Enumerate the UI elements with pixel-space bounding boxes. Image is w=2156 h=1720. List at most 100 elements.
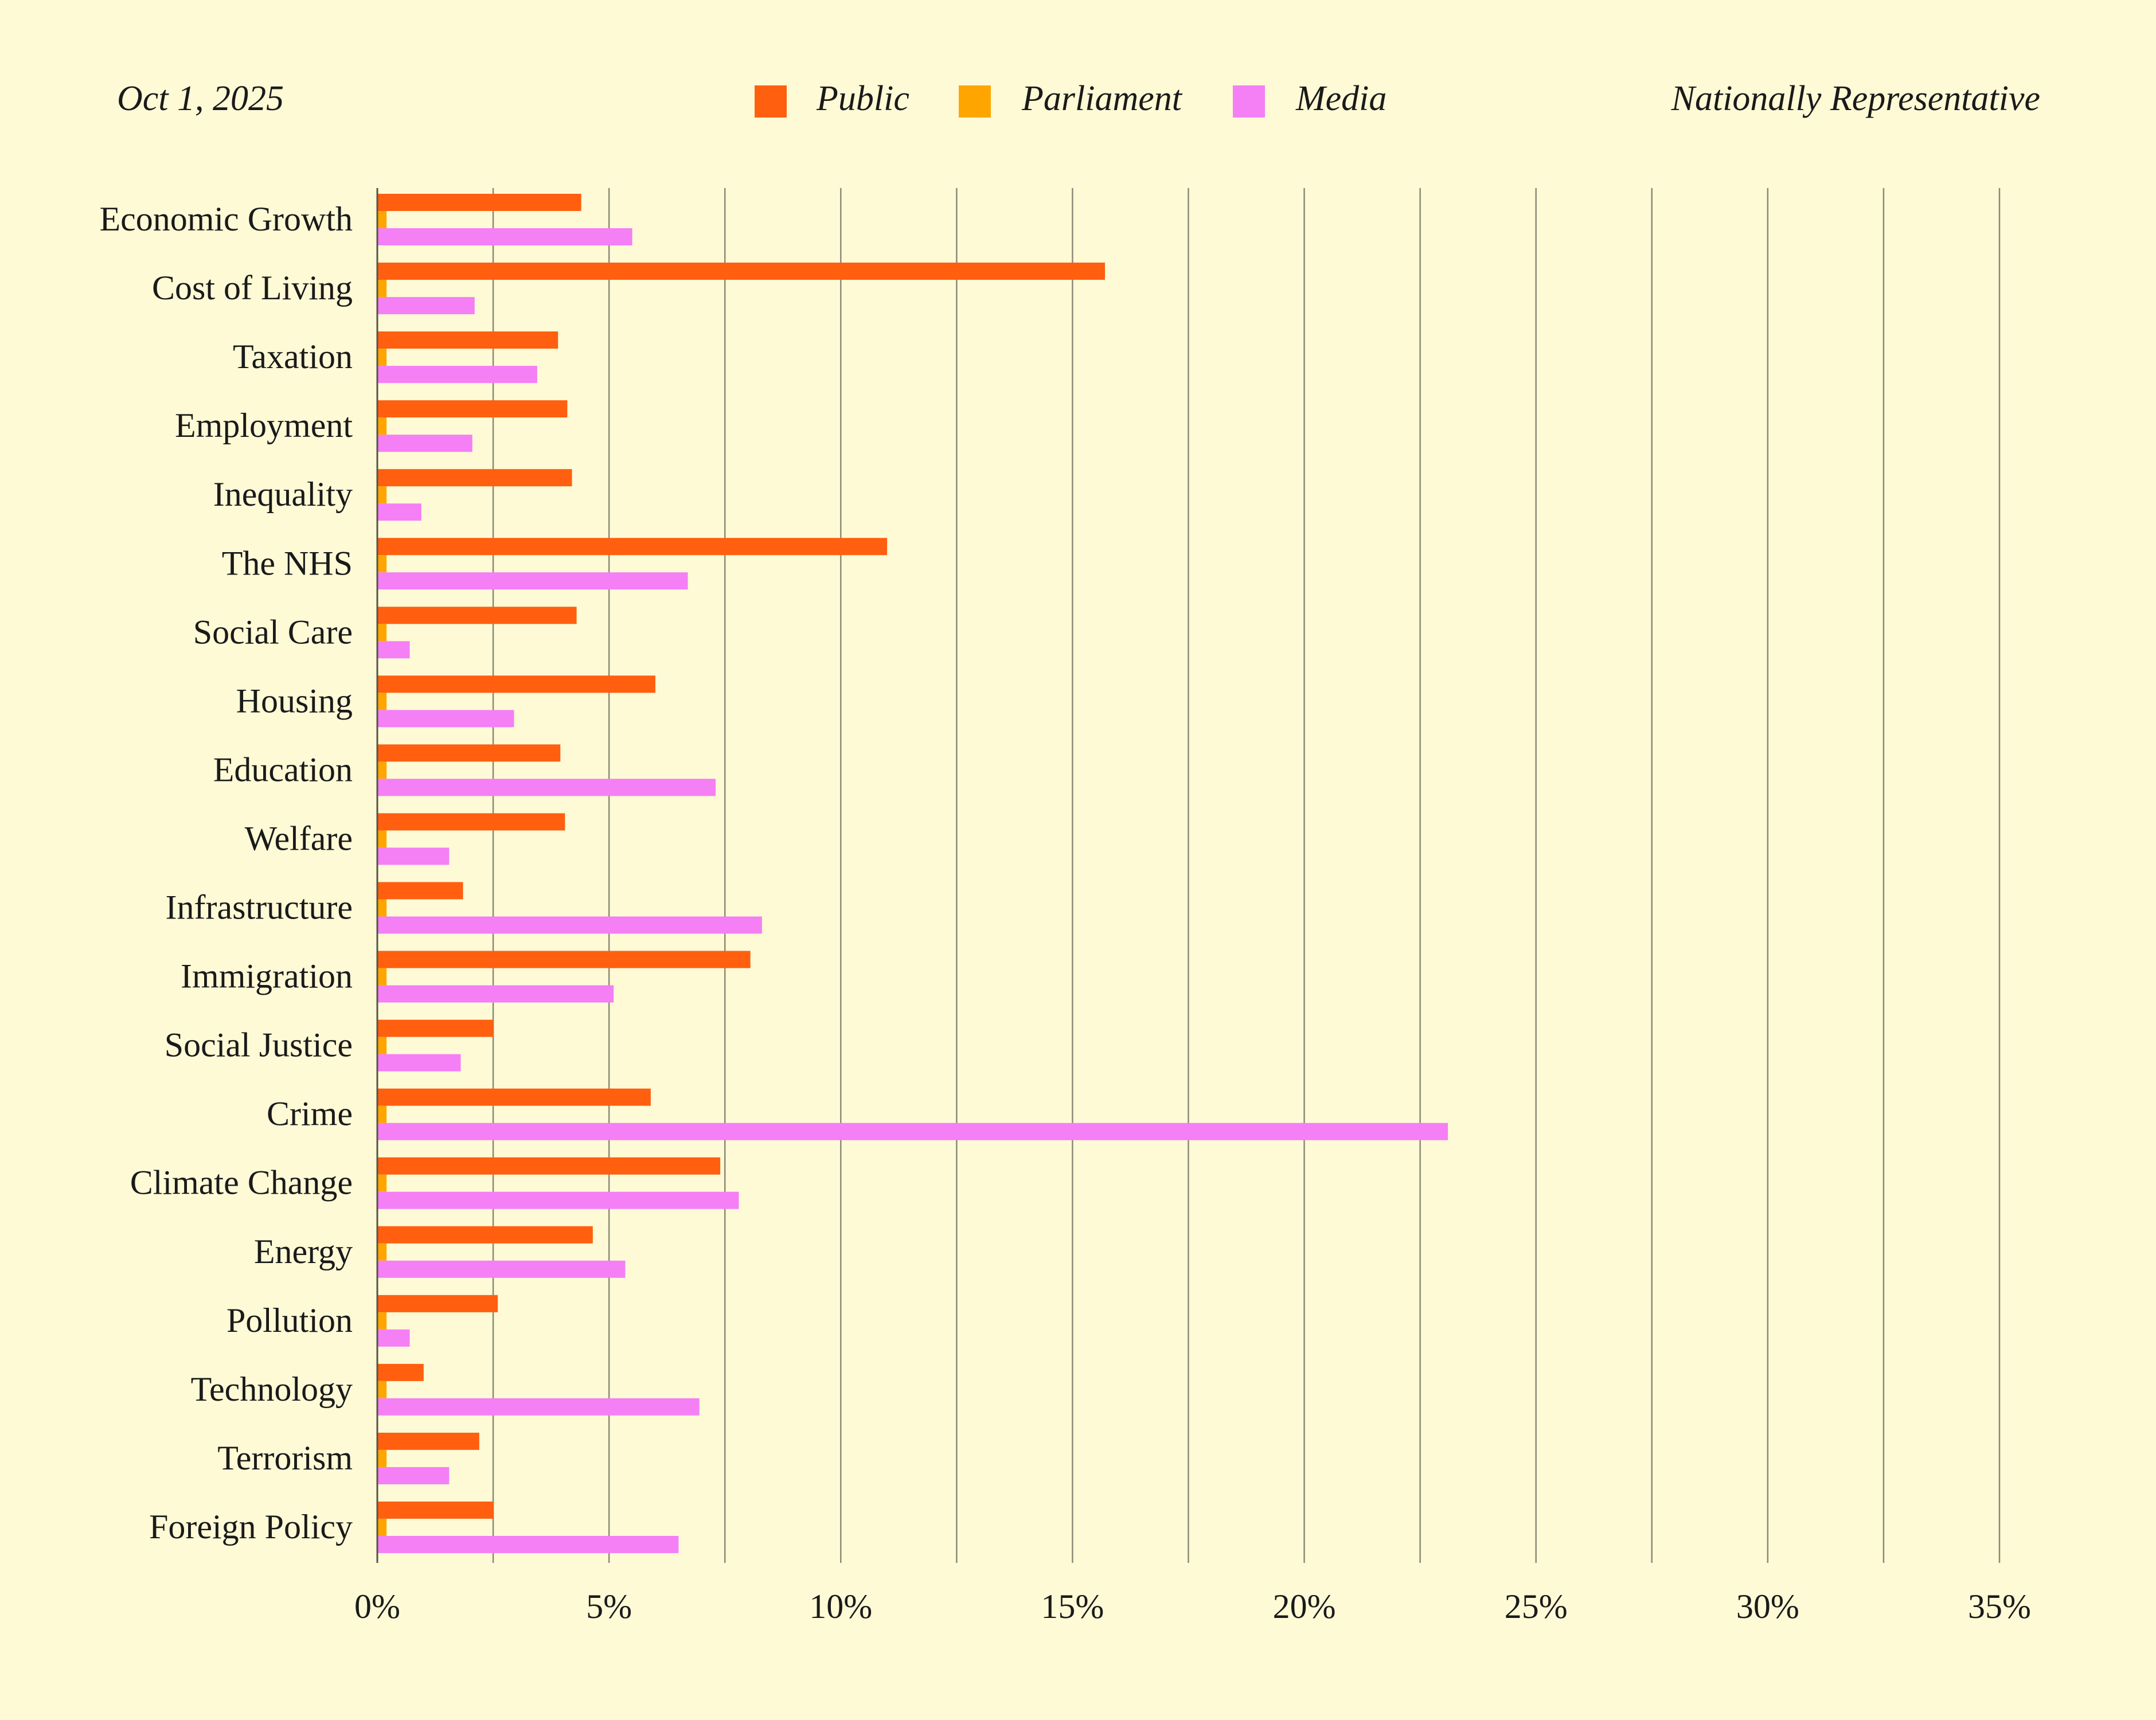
category-label: Welfare [245,819,353,857]
x-tick-label: 10% [809,1588,872,1625]
bar-public [377,1019,494,1037]
bar-public [377,607,577,624]
bar-public [377,882,463,900]
bar-public [377,1295,498,1312]
bar-parliament [377,1105,387,1123]
legend-label-parliament: Parliament [1021,79,1183,118]
bars [377,194,1448,1553]
bar-media [377,503,421,521]
bar-media [377,297,475,315]
bar-public [377,538,888,556]
sample-label: Nationally Representative [1671,79,2040,118]
bar-public [377,1226,593,1244]
bar-parliament [377,761,387,779]
bar-public [377,263,1106,280]
bar-media [377,228,632,245]
category-label: The NHS [222,544,353,582]
bar-parliament [377,1037,387,1054]
bar-public [377,331,558,349]
x-tick-label: 35% [1968,1588,2031,1625]
bar-parliament [377,417,387,435]
bar-parliament [377,968,387,986]
bar-public [377,744,561,762]
bar-parliament [377,349,387,366]
category-label: Social Justice [165,1026,353,1064]
bar-media [377,779,716,796]
bar-media [377,641,410,659]
x-tick-labels: 0% 5% 10% 15% 20% 25% 30% 35% [354,1588,2031,1625]
legend: Public Parliament Media [755,79,1386,118]
bar-public [377,400,568,418]
bar-public [377,194,581,211]
category-label: Housing [236,682,353,720]
bar-parliament [377,1449,387,1467]
bar-media [377,572,688,590]
bar-media [377,1260,626,1278]
bar-parliament [377,899,387,917]
bar-public [377,1432,479,1450]
bar-media [377,1329,410,1347]
bar-public [377,675,655,693]
bar-media [377,1467,450,1484]
bar-media [377,1398,700,1416]
legend-label-public: Public [816,79,909,118]
bar-public [377,1157,721,1175]
category-label: Terrorism [217,1439,353,1477]
bar-parliament [377,1312,387,1330]
category-label: Cost of Living [152,269,353,307]
legend-label-media: Media [1295,79,1386,118]
category-label: Economic Growth [99,200,353,238]
bar-parliament [377,693,387,710]
bar-parliament [377,280,387,298]
bar-parliament [377,1518,387,1536]
category-label: Infrastructure [166,889,353,927]
legend-swatch-media [1233,85,1265,118]
bar-parliament [377,1381,387,1398]
bar-parliament [377,486,387,504]
x-tick-label: 5% [586,1588,632,1625]
x-tick-label: 15% [1041,1588,1104,1625]
x-tick-label: 20% [1273,1588,1336,1625]
category-label: Employment [175,406,353,444]
bar-media [377,916,762,934]
x-tick-label: 30% [1736,1588,1799,1625]
bar-public [377,469,572,487]
bar-media [377,1191,739,1209]
legend-swatch-public [755,85,787,118]
category-label: Foreign Policy [149,1508,353,1546]
bar-media [377,710,514,728]
bar-public [377,1088,651,1106]
x-tick-label: 25% [1505,1588,1568,1625]
bar-media [377,1054,461,1072]
category-label: Crime [267,1095,353,1133]
legend-swatch-parliament [959,85,991,118]
category-label: Inequality [213,475,353,513]
bar-media [377,847,450,865]
category-label: Technology [191,1370,353,1408]
bar-parliament [377,830,387,848]
category-label: Social Care [193,613,353,651]
category-label: Education [213,750,353,788]
date-label: Oct 1, 2025 [117,79,284,118]
bar-public [377,1501,494,1519]
bar-public [377,813,565,831]
bar-media [377,366,537,384]
category-label: Climate Change [130,1164,353,1202]
x-tick-label: 0% [354,1588,400,1625]
category-label: Energy [254,1233,353,1271]
bar-parliament [377,555,387,573]
bar-parliament [377,1243,387,1261]
bar-media [377,985,614,1003]
category-labels: Economic Growth Cost of Living Taxation Emp… [99,200,353,1546]
bar-parliament [377,211,387,228]
category-label: Pollution [226,1301,353,1339]
bar-media [377,435,472,452]
bar-parliament [377,624,387,642]
category-label: Immigration [181,957,353,995]
gridlines [492,188,2001,1563]
bar-media [377,1535,679,1553]
bar-media [377,1123,1448,1140]
bar-public [377,951,751,968]
category-label: Taxation [233,338,353,376]
